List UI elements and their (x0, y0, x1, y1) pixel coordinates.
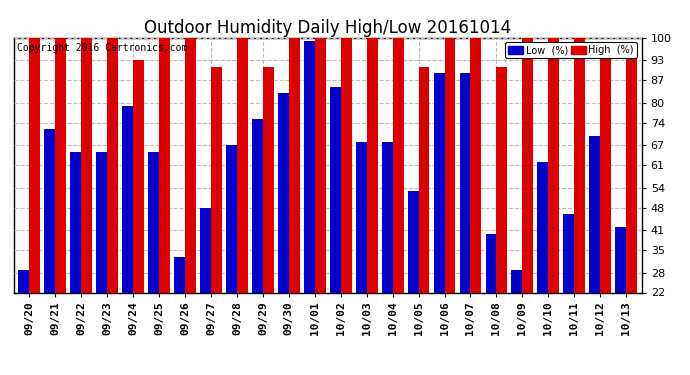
Bar (511, 270, 522, 292)
Bar (30, 38, 40, 292)
Bar (433, 74, 444, 292)
Bar (460, 74, 471, 292)
Bar (97, 152, 107, 292)
Bar (200, 207, 211, 292)
Bar (252, 119, 263, 292)
Bar (471, 38, 482, 292)
Bar (408, 191, 419, 292)
Bar (615, 227, 626, 292)
Bar (55, 38, 66, 292)
Bar (159, 38, 170, 292)
Bar (549, 38, 559, 292)
Bar (330, 87, 341, 292)
Bar (263, 67, 274, 292)
Bar (538, 162, 549, 292)
Title: Outdoor Humidity Daily High/Low 20161014: Outdoor Humidity Daily High/Low 20161014 (144, 20, 511, 38)
Text: Copyright 2016 Cartronics.com: Copyright 2016 Cartronics.com (17, 43, 187, 52)
Bar (44, 129, 55, 292)
Bar (486, 234, 496, 292)
Bar (315, 38, 326, 292)
Bar (496, 67, 507, 292)
Bar (174, 256, 185, 292)
Bar (574, 38, 585, 292)
Bar (148, 152, 159, 292)
Bar (382, 142, 393, 292)
Bar (289, 38, 299, 292)
Bar (211, 67, 222, 292)
Bar (341, 38, 352, 292)
Bar (600, 51, 611, 292)
Bar (70, 152, 81, 292)
Bar (304, 41, 315, 292)
Bar (133, 60, 144, 292)
Bar (366, 38, 377, 292)
Bar (278, 93, 289, 292)
Bar (589, 136, 600, 292)
Bar (393, 38, 404, 292)
Bar (185, 38, 196, 292)
Bar (237, 38, 248, 292)
Bar (444, 38, 455, 292)
Bar (419, 67, 429, 292)
Bar (19, 270, 30, 292)
Bar (563, 214, 574, 292)
Bar (81, 38, 92, 292)
Bar (626, 51, 637, 292)
Bar (356, 142, 366, 292)
Legend: Low  (%), High  (%): Low (%), High (%) (505, 42, 637, 58)
Bar (107, 38, 118, 292)
Bar (226, 146, 237, 292)
Bar (522, 38, 533, 292)
Bar (122, 106, 133, 292)
